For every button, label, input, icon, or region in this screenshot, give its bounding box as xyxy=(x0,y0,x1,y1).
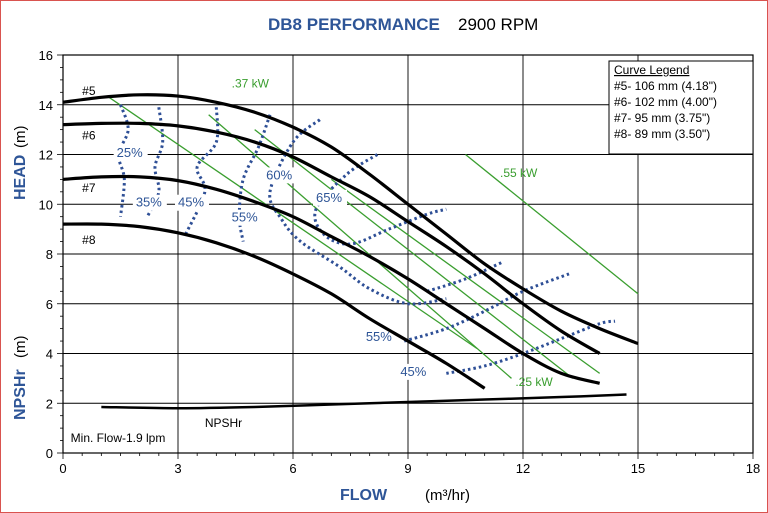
legend-entry-5: #5- 106 mm (4.18") xyxy=(614,79,717,93)
y-axis-label-npshr-unit: (m) xyxy=(12,336,29,359)
efficiency-line xyxy=(446,319,616,375)
x-tick-label: 9 xyxy=(404,461,411,476)
efficiency-label: 65% xyxy=(316,190,342,205)
power-line-label: .55 kW xyxy=(500,166,538,180)
efficiency-line xyxy=(426,260,505,293)
head-curves: #5 #6 #7 #8 xyxy=(62,84,639,390)
y-tick-label: 12 xyxy=(39,148,53,163)
efficiency-label-bg xyxy=(228,209,263,226)
legend-entry-8: #8- 89 mm (3.50") xyxy=(614,127,710,141)
efficiency-label: 55% xyxy=(232,210,258,225)
head-curve xyxy=(62,121,601,355)
y-axis-label-head: HEAD (m) xyxy=(12,126,29,201)
power-line xyxy=(208,114,512,379)
power-lines: .37 kW .55 kW .25 kW xyxy=(108,76,639,389)
efficiency-label-bg xyxy=(132,194,167,211)
efficiency-label: 45% xyxy=(178,195,204,210)
efficiency-label: 25% xyxy=(117,145,143,160)
head-curve xyxy=(62,222,486,390)
y-axis-label-head-unit: (m) xyxy=(12,126,29,149)
efficiency-label-bg xyxy=(113,144,148,161)
legend-entry-6: #6- 102 mm (4.00") xyxy=(614,95,717,109)
efficiency-label: 60% xyxy=(266,167,292,182)
head-curve-label: #8 xyxy=(82,233,96,247)
efficiency-line xyxy=(268,118,447,306)
efficiency-label-bg xyxy=(362,329,397,346)
efficiency-lines: 25% 35% 45% 55% 60% 65% 55% 45% xyxy=(113,104,616,380)
x-tick-label: 15 xyxy=(631,461,645,476)
power-line xyxy=(330,178,601,374)
y-tick-label: 6 xyxy=(46,297,53,312)
y-tick-label: 0 xyxy=(46,446,53,461)
efficiency-label: 45% xyxy=(400,364,426,379)
annotations: Min. Flow-1.9 lpm xyxy=(71,431,166,445)
y-tick-label: 10 xyxy=(39,197,53,212)
npshr-label: NPSHr xyxy=(205,416,242,430)
power-line-label: .25 kW xyxy=(515,375,553,389)
efficiency-line xyxy=(313,153,447,246)
head-curve xyxy=(62,93,639,346)
chart-title: DB8 PERFORMANCE xyxy=(268,15,440,34)
x-axis-label: FLOW (m³/hr) xyxy=(340,487,470,504)
x-tick-label: 0 xyxy=(59,461,66,476)
efficiency-label-bg xyxy=(397,363,432,380)
efficiency-label-bg xyxy=(313,189,347,206)
axis-ticks: 0 3 6 9 12 15 18 0 2 4 6 8 10 12 14 16 xyxy=(39,48,761,476)
legend: Curve Legend #5- 106 mm (4.18") #6- 102 … xyxy=(608,60,754,155)
head-curve-label: #5 xyxy=(82,84,96,98)
y-axis-label-npshr: NPSHr (m) xyxy=(12,336,29,421)
legend-box xyxy=(608,60,754,155)
power-line xyxy=(108,96,478,350)
x-tick-label: 6 xyxy=(289,461,296,476)
efficiency-label: 55% xyxy=(366,329,392,344)
y-tick-label: 14 xyxy=(39,98,53,113)
min-flow-annotation: Min. Flow-1.9 lpm xyxy=(71,431,166,445)
power-line xyxy=(254,129,574,379)
efficiency-label: 35% xyxy=(136,195,162,210)
x-tick-label: 18 xyxy=(746,461,760,476)
x-axis-label-unit: (m³/hr) xyxy=(425,487,470,504)
y-tick-label: 16 xyxy=(39,48,53,63)
power-line-label: .37 kW xyxy=(232,76,270,90)
npshr-curve: NPSHr xyxy=(101,393,627,430)
legend-entry-7: #7- 95 mm (3.75") xyxy=(614,111,710,125)
head-curve-label: #7 xyxy=(82,181,96,195)
y-axis-label-head-text: HEAD xyxy=(12,155,29,200)
y-tick-label: 2 xyxy=(46,396,53,411)
npshr-line xyxy=(101,393,627,410)
y-tick-label: 8 xyxy=(46,247,53,262)
x-tick-label: 3 xyxy=(174,461,181,476)
x-tick-label: 12 xyxy=(516,461,530,476)
head-curve-label: #6 xyxy=(82,129,96,143)
y-axis-label-npshr-text: NPSHr xyxy=(12,369,29,420)
head-curve xyxy=(62,174,601,385)
x-axis-label-text: FLOW xyxy=(340,487,388,504)
efficiency-label-bg xyxy=(175,194,209,211)
efficiency-label-bg xyxy=(263,167,298,184)
efficiency-line xyxy=(403,272,570,343)
y-tick-label: 4 xyxy=(46,347,53,362)
power-line xyxy=(465,153,639,295)
chart-title-rpm: 2900 RPM xyxy=(458,15,538,34)
legend-title: Curve Legend xyxy=(614,63,689,77)
